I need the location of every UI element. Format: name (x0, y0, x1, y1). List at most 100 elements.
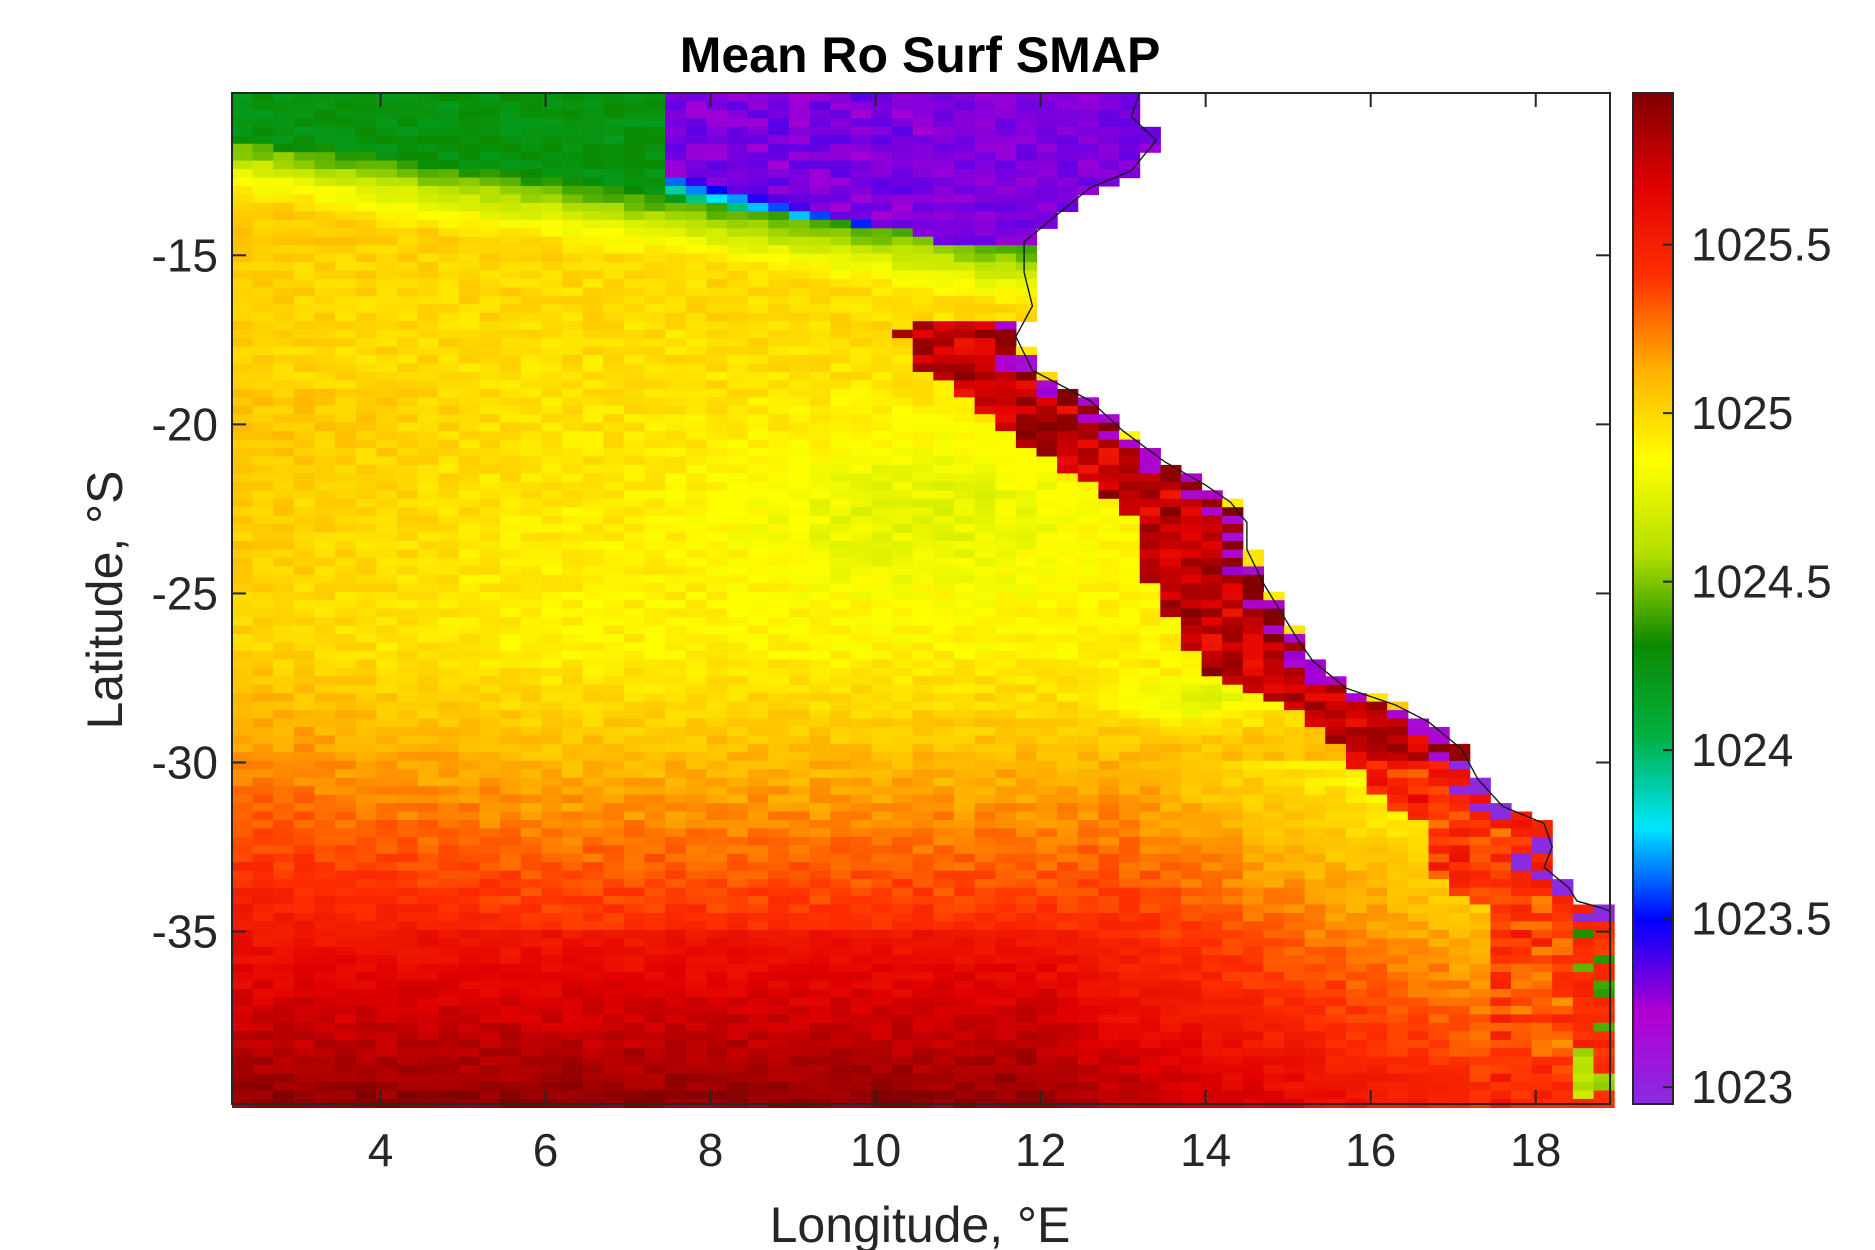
heatmap-cell (417, 760, 439, 770)
heatmap-cell (520, 355, 542, 365)
heatmap-cell (1057, 955, 1079, 965)
heatmap-cell (541, 346, 563, 356)
heatmap-cell (747, 752, 769, 762)
heatmap-cell (789, 262, 811, 272)
heatmap-cell (376, 887, 398, 897)
heatmap-cell (520, 481, 542, 491)
heatmap-cell (273, 862, 295, 872)
heatmap-cell (335, 777, 357, 787)
heatmap-cell (520, 448, 542, 458)
heatmap-cell (974, 634, 996, 644)
heatmap-cell (438, 862, 460, 872)
heatmap-cell (623, 870, 646, 880)
heatmap-cell (830, 363, 852, 373)
heatmap-cell (376, 177, 398, 187)
heatmap-cell (830, 372, 852, 382)
heatmap-cell (933, 862, 955, 872)
heatmap-cell (623, 634, 646, 644)
heatmap-cell (520, 777, 542, 787)
heatmap-cell (293, 101, 316, 111)
heatmap-cell (562, 228, 584, 238)
heatmap-cell (376, 287, 398, 297)
heatmap-cell (1036, 693, 1058, 703)
heatmap-cell (933, 473, 955, 483)
heatmap-cell (562, 414, 584, 424)
heatmap-cell (789, 1031, 811, 1041)
heatmap-cell (747, 710, 769, 720)
heatmap-cell (335, 701, 357, 711)
heatmap-cell (871, 710, 893, 720)
heatmap-cell (665, 532, 687, 542)
heatmap-cell (273, 896, 295, 906)
heatmap-cell (706, 93, 728, 103)
heatmap-cell (458, 346, 481, 356)
heatmap-cell (912, 608, 934, 618)
heatmap-cell (623, 329, 646, 339)
heatmap-cell (789, 760, 811, 770)
heatmap-cell (397, 414, 419, 424)
heatmap-cell (417, 836, 439, 846)
heatmap-cell (954, 600, 976, 610)
heatmap-cell (376, 946, 398, 956)
heatmap-cell (1015, 752, 1038, 762)
heatmap-cell (623, 896, 646, 906)
heatmap-cell (706, 338, 728, 348)
heatmap-cell (623, 380, 646, 390)
heatmap-cell (603, 642, 625, 652)
heatmap-cell (706, 295, 728, 305)
heatmap-cell (850, 879, 873, 889)
heatmap-cell (603, 904, 625, 914)
heatmap-cell (500, 929, 522, 939)
heatmap-cell (1015, 743, 1038, 753)
heatmap-cell (314, 980, 336, 990)
heatmap-cell (623, 177, 646, 187)
heatmap-cell (335, 845, 357, 855)
heatmap-cell (314, 963, 336, 973)
heatmap-cell (417, 769, 439, 779)
heatmap-cell (273, 549, 295, 559)
heatmap-cell (830, 422, 852, 432)
heatmap-cell (850, 118, 873, 128)
heatmap-cell (706, 498, 728, 508)
heatmap-cell (376, 481, 398, 491)
heatmap-cell (768, 481, 790, 491)
heatmap-cell (1057, 904, 1079, 914)
heatmap-cell (727, 219, 749, 229)
heatmap-cell (232, 397, 254, 407)
heatmap-cell (397, 262, 419, 272)
heatmap-cell (644, 828, 666, 838)
heatmap-cell (623, 135, 646, 145)
heatmap-cell (479, 253, 501, 263)
heatmap-cell (582, 887, 604, 897)
heatmap-cell (954, 464, 976, 474)
heatmap-cell (541, 921, 563, 931)
heatmap-cell (747, 456, 769, 466)
heatmap-cell (974, 1031, 996, 1041)
heatmap-cell (892, 329, 914, 339)
heatmap-cell (830, 1082, 852, 1092)
heatmap-cell (1057, 177, 1079, 187)
heatmap-cell (273, 777, 295, 787)
heatmap-cell (273, 600, 295, 610)
heatmap-cell (458, 422, 481, 432)
heatmap-cell (892, 600, 914, 610)
heatmap-cell (1057, 118, 1079, 128)
heatmap-cell (933, 693, 955, 703)
heatmap-cell (541, 253, 563, 263)
heatmap-cell (232, 1073, 254, 1083)
heatmap-cell (995, 820, 1017, 830)
heatmap-cell (665, 1056, 687, 1066)
heatmap-cell (273, 279, 295, 289)
heatmap-cell (252, 498, 274, 508)
heatmap-cell (582, 718, 604, 728)
heatmap-cell (768, 1065, 790, 1075)
heatmap-cell (582, 566, 604, 576)
heatmap-cell (933, 329, 955, 339)
heatmap-cell (232, 321, 254, 331)
heatmap-cell (500, 845, 522, 855)
heatmap-cell (603, 414, 625, 424)
heatmap-cell (582, 752, 604, 762)
heatmap-cell (685, 803, 707, 813)
heatmap-cell (458, 718, 481, 728)
heatmap-cell (520, 329, 542, 339)
